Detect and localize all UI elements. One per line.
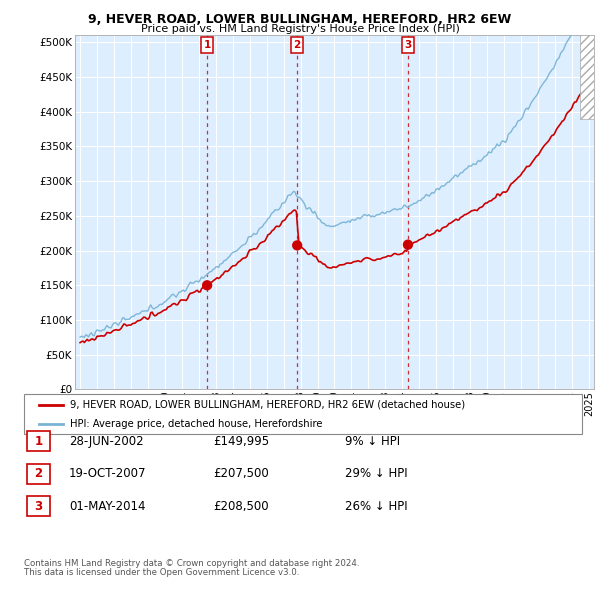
Text: 9% ↓ HPI: 9% ↓ HPI	[345, 435, 400, 448]
Text: 2: 2	[293, 40, 301, 50]
Text: £207,500: £207,500	[213, 467, 269, 480]
Text: Contains HM Land Registry data © Crown copyright and database right 2024.: Contains HM Land Registry data © Crown c…	[24, 559, 359, 568]
Text: 28-JUN-2002: 28-JUN-2002	[69, 435, 143, 448]
Text: HPI: Average price, detached house, Herefordshire: HPI: Average price, detached house, Here…	[70, 419, 323, 428]
Point	[403, 240, 413, 250]
Point	[202, 281, 212, 290]
Text: Price paid vs. HM Land Registry's House Price Index (HPI): Price paid vs. HM Land Registry's House …	[140, 24, 460, 34]
Text: £208,500: £208,500	[213, 500, 269, 513]
Text: 2: 2	[34, 467, 43, 480]
Text: 26% ↓ HPI: 26% ↓ HPI	[345, 500, 407, 513]
Text: £149,995: £149,995	[213, 435, 269, 448]
Text: 3: 3	[404, 40, 412, 50]
Point	[292, 241, 302, 250]
Text: This data is licensed under the Open Government Licence v3.0.: This data is licensed under the Open Gov…	[24, 568, 299, 577]
Text: 01-MAY-2014: 01-MAY-2014	[69, 500, 146, 513]
Text: 29% ↓ HPI: 29% ↓ HPI	[345, 467, 407, 480]
Text: 9, HEVER ROAD, LOWER BULLINGHAM, HEREFORD, HR2 6EW (detached house): 9, HEVER ROAD, LOWER BULLINGHAM, HEREFOR…	[70, 400, 466, 410]
Bar	[580, 35, 594, 119]
Text: 1: 1	[34, 435, 43, 448]
Text: 19-OCT-2007: 19-OCT-2007	[69, 467, 146, 480]
Text: 9, HEVER ROAD, LOWER BULLINGHAM, HEREFORD, HR2 6EW: 9, HEVER ROAD, LOWER BULLINGHAM, HEREFOR…	[88, 13, 512, 26]
Text: 1: 1	[203, 40, 211, 50]
Text: 3: 3	[34, 500, 43, 513]
